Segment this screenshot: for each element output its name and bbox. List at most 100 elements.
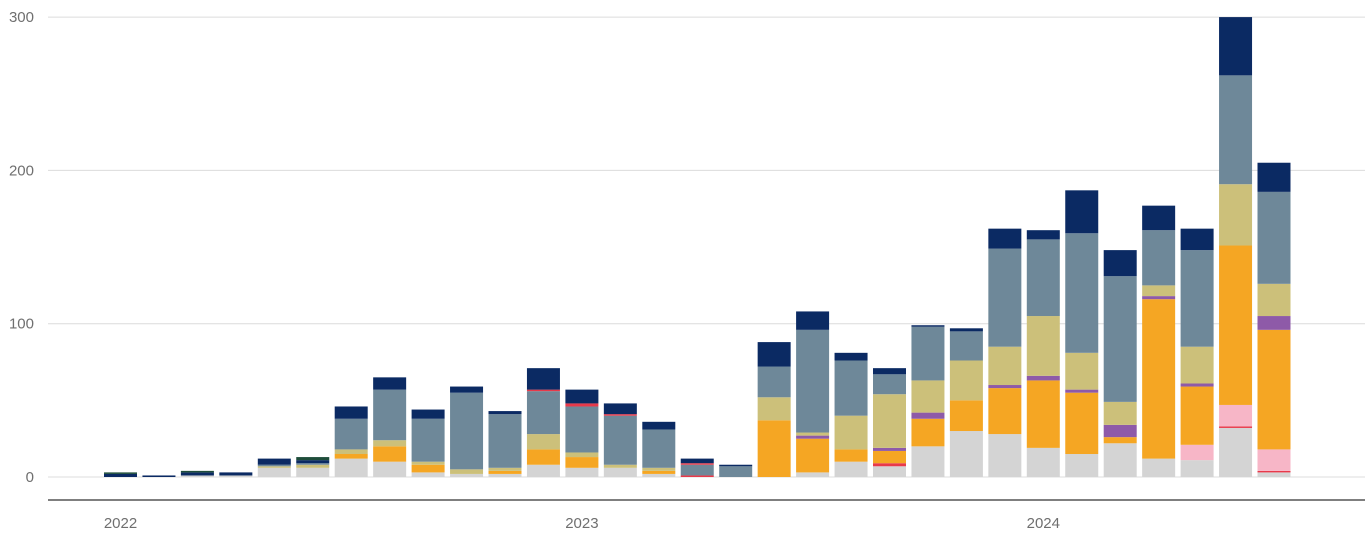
bar-7-segment-0 <box>373 461 407 477</box>
y-tick-label: 0 <box>26 469 34 486</box>
bar-7-segment-5 <box>373 440 407 447</box>
bar-10-segment-5 <box>488 467 522 471</box>
bar-26-segment-4 <box>1103 424 1137 438</box>
bar-19 <box>834 352 868 477</box>
bar-27-segment-5 <box>1142 285 1176 297</box>
bar-27-segment-3 <box>1142 299 1176 459</box>
bar-13-segment-8 <box>603 403 637 415</box>
bar-20-segment-1 <box>873 463 906 467</box>
bar-30-segment-1 <box>1257 470 1291 473</box>
bar-2-segment-0 <box>180 475 214 477</box>
bar-3 <box>219 472 253 477</box>
bar-6-segment-5 <box>334 449 368 455</box>
bar-29-segment-5 <box>1219 184 1253 246</box>
bar-12-segment-6 <box>565 406 599 453</box>
bar-15-segment-6 <box>680 464 714 476</box>
bar-9-segment-5 <box>450 469 484 474</box>
bar-23-segment-0 <box>988 434 1022 477</box>
bar-28-segment-0 <box>1180 460 1214 477</box>
bar-5-segment-0 <box>296 467 330 477</box>
bar-28-segment-4 <box>1180 383 1214 387</box>
bar-18-segment-5 <box>796 432 830 436</box>
y-tick-labels: 0 100 200 300 <box>9 9 34 486</box>
bar-1-segment-8 <box>142 475 176 477</box>
bar-6-segment-8 <box>334 406 368 419</box>
bar-17-segment-3 <box>757 420 791 477</box>
bar-21-segment-0 <box>911 446 945 477</box>
bar-6-segment-0 <box>334 458 368 477</box>
bar-29-segment-1 <box>1219 426 1253 428</box>
bar-11-segment-3 <box>526 449 560 465</box>
bar-22-segment-6 <box>949 331 983 361</box>
bar-11-segment-7 <box>526 389 560 392</box>
bar-2-segment-9 <box>180 470 214 473</box>
bar-7-segment-8 <box>373 377 407 390</box>
bar-9-segment-0 <box>450 473 484 477</box>
bar-23 <box>988 228 1022 477</box>
bar-14-segment-0 <box>642 473 676 477</box>
bars <box>104 17 1291 477</box>
bar-21-segment-3 <box>911 418 945 447</box>
bar-4-segment-0 <box>257 467 291 477</box>
bar-29-segment-6 <box>1219 75 1253 185</box>
bar-24-segment-4 <box>1026 375 1060 381</box>
bar-7 <box>373 377 407 477</box>
bar-3-segment-8 <box>219 472 253 476</box>
bar-24-segment-6 <box>1026 239 1060 317</box>
bar-21-segment-6 <box>911 326 945 381</box>
bar-5-segment-9 <box>296 457 330 461</box>
x-tick-label: 2023 <box>565 515 598 532</box>
bar-8 <box>411 409 445 477</box>
bar-25-segment-8 <box>1065 190 1099 234</box>
x-tick-label: 2024 <box>1027 515 1060 532</box>
bar-19-segment-5 <box>834 415 868 450</box>
bar-10-segment-8 <box>488 411 522 415</box>
bar-10-segment-6 <box>488 414 522 468</box>
bar-27-segment-8 <box>1142 205 1176 231</box>
bar-25-segment-6 <box>1065 233 1099 353</box>
bar-27-segment-0 <box>1142 458 1176 477</box>
bar-1 <box>142 475 176 477</box>
bar-5-segment-6 <box>296 463 330 465</box>
bar-3-segment-0 <box>219 475 253 477</box>
bar-23-segment-3 <box>988 388 1022 435</box>
bar-16-segment-6 <box>719 466 753 477</box>
bar-30-segment-2 <box>1257 449 1291 471</box>
bar-6-segment-6 <box>334 418 368 450</box>
bar-23-segment-5 <box>988 346 1022 386</box>
bar-20-segment-3 <box>873 450 906 464</box>
bar-22-segment-8 <box>949 328 983 332</box>
bar-5-segment-5 <box>296 464 330 468</box>
bar-6 <box>334 406 368 477</box>
bar-12-segment-7 <box>565 403 599 407</box>
bar-29-segment-8 <box>1219 17 1253 76</box>
bar-4-segment-5 <box>257 466 291 468</box>
bar-22-segment-5 <box>949 360 983 401</box>
bar-17-segment-6 <box>757 366 791 398</box>
bar-24 <box>1026 230 1060 477</box>
bar-14-segment-3 <box>642 470 676 474</box>
bar-20-segment-5 <box>873 394 906 448</box>
bar-7-segment-3 <box>373 446 407 462</box>
bar-24-segment-8 <box>1026 230 1060 240</box>
bar-15-segment-8 <box>680 458 714 464</box>
bar-13-segment-5 <box>603 464 637 468</box>
bar-0-segment-9 <box>104 472 137 474</box>
y-tick-label: 100 <box>9 316 34 333</box>
bar-13 <box>603 403 637 477</box>
bar-25 <box>1065 190 1099 477</box>
bar-17 <box>757 342 791 477</box>
bar-17-segment-5 <box>757 397 791 421</box>
bar-20-segment-0 <box>873 466 906 477</box>
bar-5 <box>296 457 330 477</box>
bar-25-segment-3 <box>1065 392 1099 455</box>
bar-19-segment-8 <box>834 352 868 361</box>
bar-27-segment-6 <box>1142 230 1176 286</box>
bar-4-segment-8 <box>257 458 291 465</box>
bar-27-segment-4 <box>1142 296 1176 300</box>
bar-13-segment-0 <box>603 467 637 477</box>
bar-25-segment-4 <box>1065 389 1099 393</box>
bar-24-segment-0 <box>1026 447 1060 477</box>
bar-22 <box>949 328 983 477</box>
bar-0 <box>104 472 137 477</box>
